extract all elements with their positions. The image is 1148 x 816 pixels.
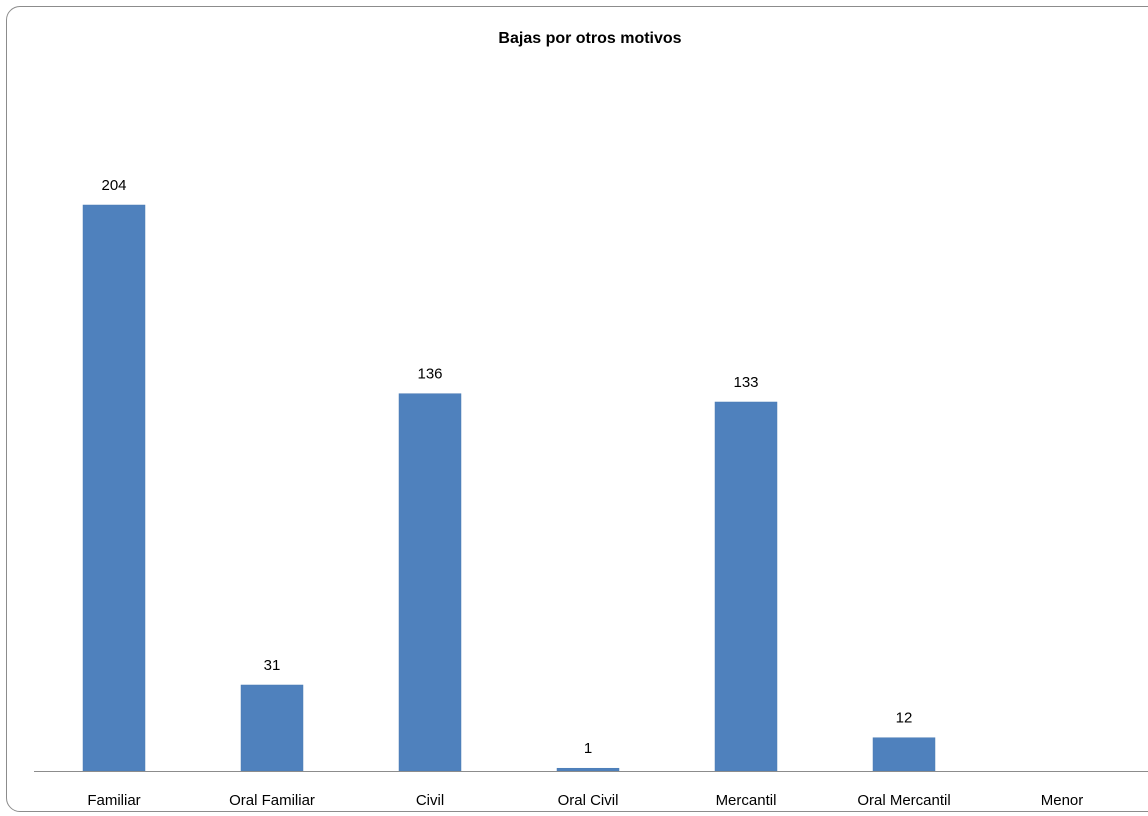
data-label-oral-civil: 1: [584, 740, 592, 757]
data-label-oral-familiar: 31: [264, 657, 281, 674]
x-tick-label-oral-civil: Oral Civil: [558, 792, 619, 809]
x-tick-label-menor: Menor: [1041, 792, 1084, 809]
data-label-oral-mercantil: 12: [896, 710, 913, 727]
bar-oral-familiar: [240, 684, 304, 772]
x-tick-label-mercantil: Mercantil: [716, 792, 777, 809]
data-label-civil: 136: [417, 366, 442, 383]
x-tick-label-oral-familiar: Oral Familiar: [229, 792, 315, 809]
chart-title: Bajas por otros motivos: [498, 30, 682, 47]
data-label-familiar: 204: [101, 177, 126, 194]
x-tick-label-familiar: Familiar: [87, 792, 140, 809]
x-tick-label-civil: Civil: [416, 792, 444, 809]
data-labels-layer: 204 31 136 1 133 12: [101, 177, 912, 757]
x-tick-label-oral-mercantil: Oral Mercantil: [857, 792, 950, 809]
chart-frame: [6, 6, 1148, 812]
bar-oral-civil: [556, 767, 620, 772]
bar-mercantil: [714, 401, 778, 772]
bar-familiar: [82, 204, 146, 772]
bar-oral-mercantil: [872, 737, 936, 772]
bar-civil: [398, 393, 462, 772]
bars-layer: [82, 204, 936, 772]
data-label-mercantil: 133: [733, 374, 758, 391]
x-tick-labels-layer: Familiar Oral Familiar Civil Oral Civil Merc…: [87, 792, 1083, 809]
